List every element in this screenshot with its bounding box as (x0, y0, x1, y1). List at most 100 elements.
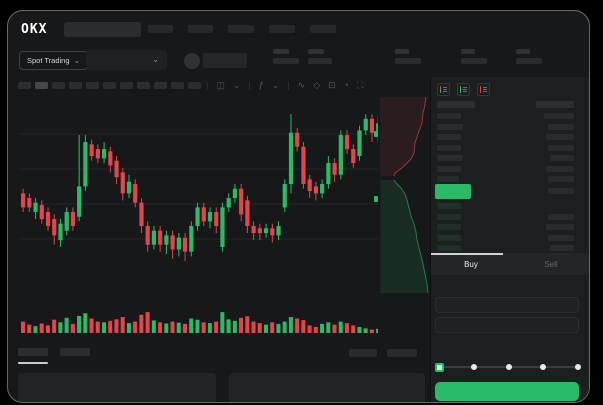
price-placeholder (437, 113, 461, 119)
timeframe-button[interactable] (52, 82, 65, 89)
order-input-field[interactable] (435, 297, 579, 313)
orderbook-row[interactable] (431, 113, 589, 121)
pair-name-placeholder (203, 53, 247, 68)
stat-value-placeholder (273, 58, 299, 64)
stat-label-placeholder (516, 49, 530, 54)
orderbook-view-asks-icon[interactable] (477, 83, 490, 96)
amount-placeholder (546, 165, 574, 172)
amount-placeholder (548, 213, 574, 220)
price-placeholder (437, 134, 461, 140)
nav-item[interactable] (188, 25, 213, 33)
timeframe-buttons (18, 82, 201, 89)
timeframe-button[interactable] (18, 82, 31, 89)
slider-stop[interactable] (540, 364, 547, 370)
price-placeholder (437, 213, 461, 220)
chevron-down-icon[interactable]: ⌄ (271, 79, 280, 90)
order-input-field[interactable] (435, 317, 579, 333)
amount-placeholder (550, 245, 574, 251)
stat-label-placeholder (273, 49, 289, 54)
timeframe-button[interactable] (171, 82, 184, 89)
timeframe-button[interactable] (154, 82, 167, 89)
amount-placeholder (548, 176, 574, 182)
amount-placeholder (550, 155, 574, 161)
buy-submit-button[interactable] (435, 382, 579, 401)
slider-stop[interactable] (505, 364, 512, 370)
bottom-card (229, 373, 425, 402)
tab-buy[interactable]: Buy (464, 259, 478, 269)
chart-toolbar-icons: | ◫ ⌄ | ƒ ⌄ | ∿ ◇ ⊡ ◔ ⛶ (206, 78, 363, 92)
nav-item[interactable] (148, 25, 173, 33)
timeframe-button[interactable] (69, 82, 82, 89)
amount-column-header (536, 101, 574, 108)
okx-logo: OKX (21, 22, 48, 37)
price-placeholder (437, 123, 463, 130)
tab-sell[interactable]: Sell (544, 259, 558, 269)
price-placeholder (437, 155, 463, 161)
market-selector[interactable]: Spot Trading ⌄ (19, 51, 89, 70)
slider-stop[interactable] (575, 364, 581, 370)
timeframe-button[interactable] (86, 82, 99, 89)
orderbook-row[interactable] (431, 144, 589, 153)
price-placeholder (437, 234, 461, 241)
draw-tools-icon[interactable]: ◇ (313, 79, 321, 90)
bottom-tab[interactable] (60, 348, 90, 356)
orderbook-row[interactable] (431, 165, 589, 174)
orderbook-view-bids-icon[interactable] (457, 83, 470, 96)
timeframe-button[interactable] (120, 82, 133, 89)
orderbook-row[interactable] (431, 224, 589, 232)
bottom-tab[interactable] (18, 348, 48, 356)
orderbook-row[interactable] (431, 203, 589, 211)
amount-placeholder (548, 123, 574, 130)
nav-item[interactable] (269, 25, 295, 33)
timeframe-button[interactable] (137, 82, 150, 89)
price-marker (374, 196, 378, 202)
timeframe-button[interactable] (188, 82, 201, 89)
price-marker (374, 131, 378, 137)
timeframe-button[interactable] (35, 82, 48, 89)
nav-item-far[interactable] (310, 25, 336, 33)
bottom-card (18, 373, 216, 402)
candlestick-svg (18, 114, 378, 262)
slider-stop-handle[interactable] (434, 362, 444, 372)
timeframe-button[interactable] (103, 82, 116, 89)
orderbook-view-both-icon[interactable] (437, 83, 450, 96)
orderbook-row[interactable] (431, 234, 589, 243)
divider: | (287, 80, 290, 90)
bottom-action-button[interactable] (349, 349, 377, 357)
orderbook-row[interactable] (431, 123, 589, 132)
active-tab-underline (18, 362, 48, 364)
orderbook-row[interactable] (431, 134, 589, 142)
slider-stop[interactable] (470, 364, 477, 370)
chevron-down-icon[interactable]: ⌄ (232, 79, 241, 90)
bottom-action-button[interactable] (387, 349, 417, 357)
orderbook-row[interactable] (431, 155, 589, 163)
orderbook-row[interactable] (431, 176, 589, 184)
volume-pane (18, 293, 378, 337)
orderbook-row[interactable] (431, 213, 589, 222)
price-placeholder (437, 245, 461, 251)
line-style-icon[interactable]: ∿ (297, 79, 306, 90)
app-window: OKX Spot Trading ⌄ ⌄ | ◫ ⌄ | ƒ ⌄ | ∿ ◇ ⊡ ◔ ⛶ (7, 10, 590, 403)
price-placeholder (437, 224, 461, 230)
price-placeholder (437, 176, 459, 182)
screenshot-icon[interactable]: ⊡ (328, 79, 336, 90)
candle-style-icon[interactable]: ◫ (216, 79, 225, 90)
orderbook-row[interactable] (431, 245, 589, 253)
active-tab-indicator (431, 253, 503, 255)
divider: | (206, 80, 209, 90)
pair-select[interactable]: ⌄ (86, 50, 167, 70)
search-input[interactable] (64, 22, 141, 37)
price-placeholder (437, 203, 461, 209)
stat-value-placeholder (308, 58, 332, 64)
history-icon[interactable]: ◔ (343, 79, 350, 90)
nav-item[interactable] (228, 25, 254, 33)
amount-placeholder (548, 188, 574, 194)
stat-value-placeholder (461, 58, 487, 64)
chevron-down-icon: ⌄ (152, 55, 159, 64)
last-price-bar[interactable] (435, 184, 471, 199)
stat-label-placeholder (461, 49, 475, 54)
candlestick-chart[interactable] (18, 97, 378, 293)
fullscreen-icon[interactable]: ⛶ (357, 79, 364, 90)
indicators-icon[interactable]: ƒ (258, 79, 264, 90)
